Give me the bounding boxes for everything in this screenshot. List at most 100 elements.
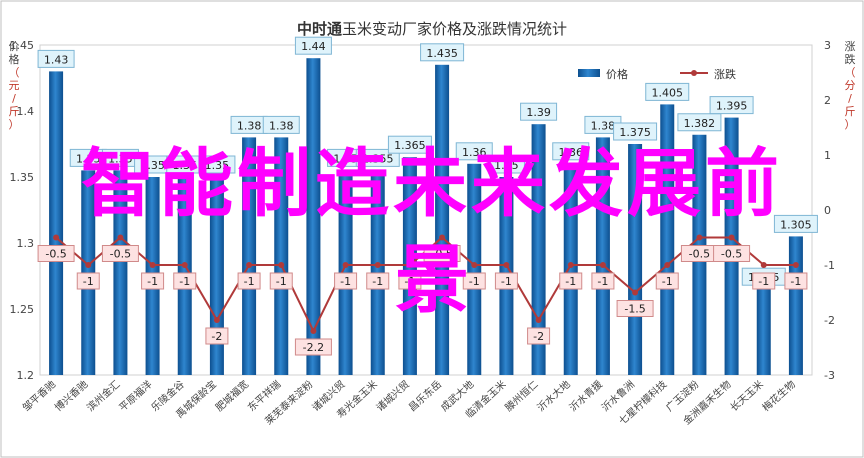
price-label-text: 1.38	[591, 119, 616, 132]
title-text: 玉米变动厂家价格及涨跌情况统计	[342, 20, 567, 38]
price-data-label: 1.38	[584, 115, 622, 134]
change-label-text: -1	[565, 275, 576, 288]
change-label-box	[398, 272, 422, 290]
change-label-box	[784, 272, 808, 290]
change-label-box	[205, 327, 229, 345]
change-label-box	[423, 245, 461, 262]
change-label-text: -1	[276, 275, 287, 288]
axis-title-char: 斤	[845, 105, 856, 118]
change-data-label: -1	[494, 272, 518, 290]
change-data-label: -1	[366, 272, 390, 290]
axis-title-char: 涨	[845, 40, 856, 53]
axis-title-char: （	[845, 66, 856, 79]
price-bar	[595, 137, 610, 375]
price-bar	[242, 137, 257, 375]
change-label-box	[101, 245, 139, 262]
change-label-text: -1	[244, 275, 255, 288]
price-label-box	[387, 135, 432, 154]
price-label-text: 1.382	[684, 117, 716, 130]
change-label-text: -1	[404, 275, 415, 288]
axis-title-char: 分	[845, 79, 856, 92]
price-bar	[467, 163, 482, 375]
legend-line-label: 涨跌	[714, 67, 736, 81]
change-data-label: -1	[237, 272, 261, 290]
axis-title-char: ）	[9, 118, 20, 131]
change-point	[246, 262, 253, 268]
price-label-text: 1.35	[205, 159, 230, 172]
price-label-text: 1.305	[780, 218, 812, 231]
change-data-label: -1	[784, 272, 808, 290]
price-label-text: 1.35	[76, 152, 101, 165]
price-data-label: 1.365	[387, 135, 432, 154]
price-bar	[209, 177, 224, 375]
price-label-box	[262, 115, 300, 134]
change-label-text: -0.5	[689, 248, 710, 261]
change-label-box	[559, 272, 583, 290]
change-label-text: -1	[83, 275, 94, 288]
change-data-label: -0.5	[713, 245, 751, 262]
change-label-text: -1	[179, 275, 190, 288]
price-bar	[435, 64, 450, 376]
price-data-label: 1.35	[69, 148, 107, 167]
price-data-label: 1.35	[166, 155, 204, 174]
price-bar	[788, 236, 803, 375]
change-label-box	[334, 272, 358, 290]
change-label-text: -2.2	[303, 341, 324, 354]
y-left-tick-label: 1.4	[17, 105, 35, 118]
price-bar	[563, 163, 578, 375]
price-label-box	[613, 122, 658, 141]
chart-title: 中时通玉米变动厂家价格及涨跌情况统计	[297, 20, 567, 38]
change-label-text: -1	[372, 275, 383, 288]
change-label-text: -1	[662, 275, 673, 288]
change-label-box	[366, 272, 390, 290]
change-label-box	[713, 245, 751, 262]
price-label-text: 1.36	[559, 146, 584, 159]
price-data-label: 1.36	[552, 142, 590, 161]
change-point	[439, 234, 446, 241]
price-data-label: 1.35	[134, 155, 172, 174]
change-point	[85, 262, 92, 268]
change-data-label: -1	[398, 272, 422, 290]
price-data-label: 1.382	[677, 113, 722, 132]
price-label-text: 1.38	[269, 119, 294, 132]
legend-bar-swatch	[578, 69, 600, 77]
price-data-label: 1.39	[520, 102, 558, 121]
price-label-text: 1.35	[494, 159, 519, 172]
change-label-box	[237, 272, 261, 290]
change-label-text: -2	[211, 330, 222, 343]
change-label-text: -0.5	[431, 248, 452, 261]
y-right-tick-label: 2	[824, 94, 831, 107]
price-label-text: 1.395	[716, 100, 748, 113]
price-label-box	[37, 49, 75, 68]
legend: 价格 涨跌	[578, 67, 736, 81]
change-data-label: -1	[76, 272, 100, 290]
change-data-label: -1	[591, 272, 615, 290]
price-bar	[274, 137, 289, 375]
change-label-text: -0.5	[45, 248, 66, 261]
axis-title-char: /	[12, 92, 16, 105]
price-label-box	[198, 155, 236, 174]
y-right-tick-label: -2	[824, 314, 835, 327]
change-data-label: -0.5	[423, 245, 461, 262]
price-label-box	[420, 43, 465, 62]
y-left-tick-label: 1.3	[17, 237, 35, 250]
price-label-box	[487, 155, 525, 174]
price-data-label: 1.35	[487, 155, 525, 174]
change-point	[632, 289, 639, 296]
price-label-text: 1.405	[652, 86, 684, 99]
change-data-label: -1	[269, 272, 293, 290]
change-point	[471, 262, 478, 268]
price-data-label: 1.35	[101, 148, 139, 167]
change-point	[599, 262, 606, 268]
y-left-tick-label: 1.45	[10, 39, 35, 52]
y-right-tick-label: -3	[824, 369, 835, 382]
change-data-label: -2.2	[294, 338, 332, 356]
change-label-text: -1	[597, 275, 608, 288]
price-bar	[660, 104, 675, 376]
price-data-label: 1.38	[262, 115, 300, 134]
change-label-text: -1	[758, 275, 769, 288]
price-label-text: 1.35	[173, 159, 198, 172]
price-label-text: 1.39	[526, 106, 551, 119]
price-data-label: 1.305	[773, 214, 818, 233]
change-label-box	[655, 272, 679, 290]
